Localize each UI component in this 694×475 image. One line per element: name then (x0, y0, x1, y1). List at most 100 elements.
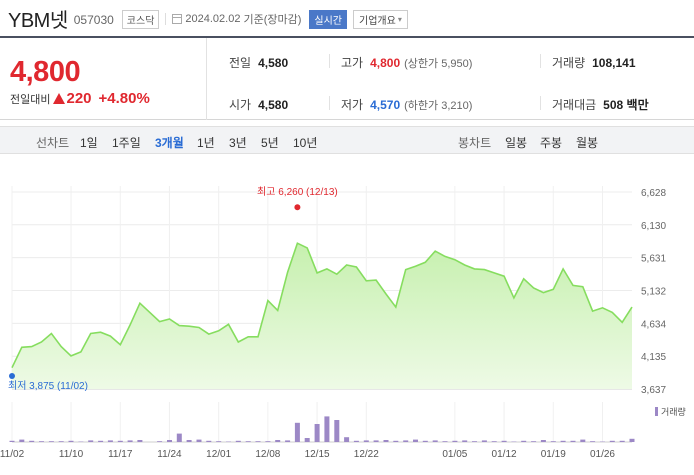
stat-high: 고가 4,800 (상한가 5,950) (341, 54, 472, 71)
x-tick-label: 01/19 (541, 449, 566, 460)
tab-3y[interactable]: 3년 (229, 136, 247, 150)
x-tick-label: 11/17 (108, 449, 133, 460)
volume-bar (235, 440, 241, 442)
volume-bar (137, 440, 143, 442)
volume-bar (363, 440, 369, 442)
volume-bar (501, 440, 507, 442)
stock-header: YBM넷 057030 코스닥 2024.02.02 기준(장마감) 실시간 기… (0, 0, 694, 36)
stat-label: 거래량 (552, 56, 586, 70)
volume-bar (472, 441, 477, 442)
volume-bar (570, 440, 576, 442)
price-area: 4,800 전일대비 220 +4.80% (0, 38, 207, 120)
lower-limit: (하한가 3,210) (404, 100, 473, 112)
stat-value: 4,570 (370, 98, 401, 112)
volume-bar (167, 440, 172, 442)
change-value: 220 (66, 90, 92, 107)
y-tick-label: 6,130 (641, 221, 666, 232)
stat-prev-close: 전일 4,580 (229, 54, 288, 71)
min-annotation: 최저 3,875 (11/02) (8, 380, 88, 392)
stat-value: 508 백만 (603, 98, 649, 112)
x-tick-label: 12/01 (206, 449, 231, 460)
volume-bar (324, 416, 330, 442)
volume-bar (560, 440, 566, 442)
company-overview-button[interactable]: 기업개요 ▾ (353, 9, 408, 29)
volume-bar (68, 440, 74, 442)
volume-bar (29, 440, 35, 442)
x-tick-label: 11/02 (0, 449, 25, 460)
volume-bar (442, 441, 448, 442)
volume-bar (491, 441, 497, 442)
market-badge: 코스닥 (121, 9, 160, 29)
tab-1w[interactable]: 1주일 (112, 136, 141, 150)
volume-bar (186, 440, 192, 442)
divider (329, 54, 330, 68)
min-marker (9, 373, 15, 379)
volume-bar (9, 440, 15, 442)
stat-amount: 거래대금 508 백만 (552, 96, 649, 113)
tab-weekly[interactable]: 주봉 (540, 136, 563, 150)
divider (329, 96, 330, 110)
volume-bar (265, 441, 271, 442)
x-tick-label: 11/10 (59, 449, 84, 460)
divider (540, 54, 541, 68)
volume-bar (373, 440, 379, 442)
volume-bar (590, 441, 596, 442)
x-tick-label: 12/08 (255, 449, 280, 460)
stat-value: 108,141 (592, 56, 636, 70)
realtime-button[interactable]: 실시간 (309, 9, 348, 29)
tab-5y[interactable]: 5년 (261, 136, 279, 150)
volume-bar (413, 439, 418, 442)
max-annotation: 최고 6,260 (12/13) (257, 186, 338, 198)
volume-bar (344, 437, 350, 442)
change-percent: +4.80% (98, 90, 150, 107)
volume-bar (245, 441, 251, 442)
volume-bar (540, 440, 546, 442)
y-tick-label: 5,132 (641, 287, 666, 298)
x-tick-label: 01/05 (442, 449, 467, 460)
tab-10y[interactable]: 10년 (293, 136, 318, 150)
volume-bar (285, 440, 291, 442)
volume-bar (403, 440, 409, 442)
stat-label: 시가 (229, 98, 252, 112)
volume-bar (294, 422, 300, 442)
stat-label: 전일 (229, 56, 252, 70)
stat-value: 4,580 (258, 98, 289, 112)
upper-limit: (상한가 5,950) (404, 58, 473, 70)
x-tick-label: 12/22 (354, 449, 379, 460)
tab-1y[interactable]: 1년 (197, 136, 215, 150)
volume-bar (531, 441, 537, 442)
volume-legend-label: 거래량 (661, 406, 686, 417)
current-price: 4,800 (10, 56, 81, 88)
y-tick-label: 3,637 (641, 385, 666, 396)
stat-value: 4,580 (258, 56, 289, 70)
x-tick-label: 12/15 (305, 449, 330, 460)
stat-low: 저가 4,570 (하한가 3,210) (341, 96, 472, 113)
volume-bar (334, 420, 340, 442)
tab-daily[interactable]: 일봉 (505, 136, 528, 150)
price-line (11, 242, 633, 369)
divider (165, 13, 167, 25)
tab-1d[interactable]: 1일 (80, 136, 98, 150)
volume-bar (255, 441, 261, 442)
volume-bar (88, 440, 94, 442)
volume-bar (157, 441, 163, 442)
volume-bar (452, 440, 458, 442)
line-chart-label: 선차트 (36, 136, 70, 150)
tab-3m[interactable]: 3개월 (155, 136, 184, 150)
volume-bar (107, 440, 113, 442)
volume-bar (117, 440, 123, 442)
stat-label: 저가 (341, 98, 364, 112)
tab-monthly[interactable]: 월봉 (576, 136, 599, 150)
volume-legend-swatch (655, 407, 658, 416)
quote-date-suffix: 기준(장마감) (243, 14, 302, 26)
x-tick-label: 01/26 (590, 449, 615, 460)
stock-code: 057030 (73, 13, 114, 27)
company-overview-label: 기업개요 (359, 15, 396, 27)
volume-bar (353, 440, 359, 442)
volume-bar (314, 424, 320, 442)
volume-bar (383, 440, 389, 442)
volume-bar (176, 433, 182, 442)
quote-date: 2024.02.02 (185, 13, 241, 25)
change-row: 전일대비 220 +4.80% (10, 90, 150, 107)
stat-label: 고가 (341, 56, 364, 70)
